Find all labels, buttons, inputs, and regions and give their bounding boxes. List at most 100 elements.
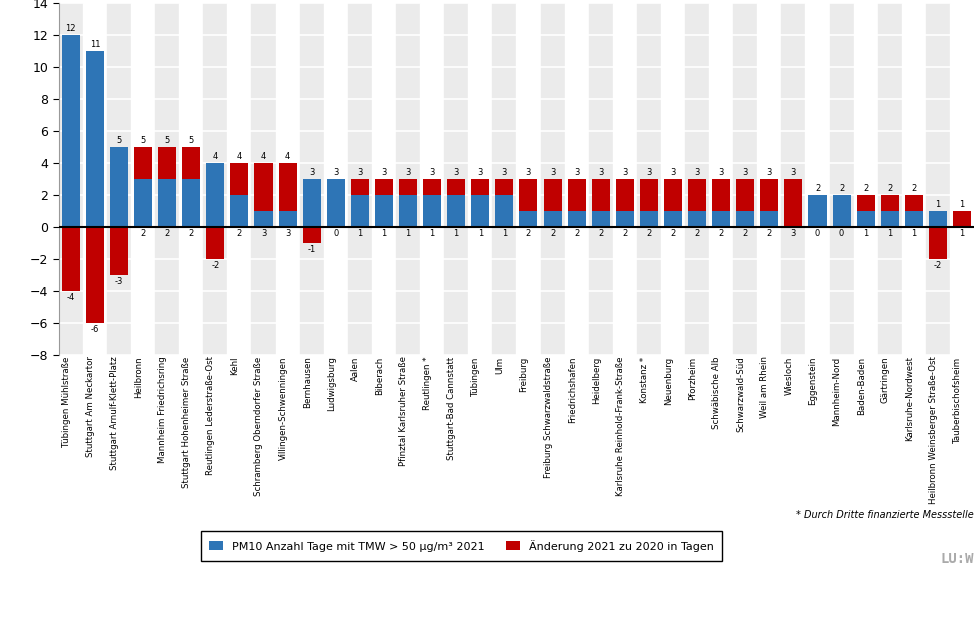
- Text: 3: 3: [766, 168, 772, 177]
- Bar: [182, 147, 200, 227]
- Text: -2: -2: [933, 261, 941, 270]
- Bar: [59, 3, 83, 355]
- Bar: [805, 3, 828, 355]
- Text: 12: 12: [66, 24, 76, 33]
- Text: 1: 1: [380, 229, 386, 238]
- Text: 3: 3: [550, 168, 555, 177]
- Bar: [952, 211, 970, 227]
- Bar: [519, 179, 537, 211]
- Bar: [420, 3, 444, 355]
- Text: 0: 0: [333, 229, 338, 238]
- Bar: [615, 179, 633, 227]
- Text: 3: 3: [309, 168, 314, 177]
- Bar: [134, 147, 152, 227]
- Bar: [688, 179, 705, 211]
- Bar: [86, 51, 104, 227]
- Text: 3: 3: [453, 168, 459, 177]
- Legend: PM10 Anzahl Tage mit TMW > 50 µg/m³ 2021, Änderung 2021 zu 2020 in Tagen: PM10 Anzahl Tage mit TMW > 50 µg/m³ 2021…: [200, 531, 722, 560]
- Bar: [588, 3, 612, 355]
- Text: 1: 1: [863, 229, 867, 238]
- Text: 1: 1: [911, 229, 915, 238]
- Bar: [564, 3, 588, 355]
- Bar: [62, 35, 80, 227]
- Text: -1: -1: [307, 245, 316, 254]
- Text: 3: 3: [260, 229, 266, 238]
- Text: 1: 1: [405, 229, 410, 238]
- Bar: [880, 195, 898, 227]
- Text: 3: 3: [645, 168, 651, 177]
- Text: 3: 3: [693, 168, 699, 177]
- Text: LU:W: LU:W: [940, 552, 973, 566]
- Text: -2: -2: [211, 261, 219, 270]
- Bar: [447, 179, 465, 195]
- Text: 2: 2: [766, 229, 772, 238]
- Bar: [783, 179, 802, 227]
- Bar: [470, 179, 489, 195]
- Bar: [470, 179, 489, 227]
- Text: 2: 2: [693, 229, 699, 238]
- Text: 2: 2: [237, 229, 242, 238]
- Bar: [110, 147, 128, 227]
- Text: 5: 5: [189, 136, 194, 145]
- Text: 2: 2: [742, 229, 747, 238]
- Text: 1: 1: [958, 200, 963, 209]
- Text: 3: 3: [790, 229, 795, 238]
- Bar: [299, 3, 324, 355]
- Bar: [928, 227, 946, 259]
- Bar: [495, 179, 512, 195]
- Bar: [856, 195, 874, 211]
- Text: 2: 2: [598, 229, 602, 238]
- Bar: [447, 179, 465, 227]
- Text: 3: 3: [718, 168, 723, 177]
- Text: 3: 3: [380, 168, 386, 177]
- Text: 3: 3: [742, 168, 747, 177]
- Text: 3: 3: [525, 168, 531, 177]
- Bar: [107, 3, 131, 355]
- Bar: [422, 179, 441, 227]
- Bar: [492, 3, 516, 355]
- Bar: [86, 227, 104, 323]
- Bar: [757, 3, 780, 355]
- Text: 2: 2: [525, 229, 530, 238]
- Bar: [399, 179, 417, 227]
- Bar: [254, 163, 272, 227]
- Bar: [880, 195, 898, 211]
- Bar: [302, 227, 321, 243]
- Bar: [182, 147, 200, 179]
- Bar: [324, 3, 347, 355]
- Bar: [688, 179, 705, 227]
- Bar: [519, 179, 537, 227]
- Text: 2: 2: [645, 229, 651, 238]
- Bar: [203, 3, 227, 355]
- Text: 3: 3: [333, 168, 338, 177]
- Text: 3: 3: [477, 168, 482, 177]
- Bar: [877, 3, 901, 355]
- Bar: [399, 179, 417, 195]
- Bar: [733, 3, 757, 355]
- Bar: [179, 3, 203, 355]
- Bar: [131, 3, 155, 355]
- Text: 2: 2: [140, 229, 146, 238]
- Bar: [375, 179, 392, 195]
- Bar: [660, 3, 685, 355]
- Bar: [110, 227, 128, 275]
- Bar: [808, 195, 825, 227]
- Text: 4: 4: [237, 152, 242, 161]
- Bar: [591, 179, 609, 211]
- Bar: [637, 3, 660, 355]
- Bar: [206, 163, 224, 227]
- Text: 2: 2: [622, 229, 627, 238]
- Text: 1: 1: [934, 200, 940, 209]
- Bar: [591, 179, 609, 227]
- Text: 1: 1: [429, 229, 434, 238]
- Bar: [327, 179, 344, 227]
- Text: 2: 2: [911, 184, 915, 193]
- Bar: [350, 179, 369, 227]
- Text: 2: 2: [886, 184, 892, 193]
- Text: 2: 2: [550, 229, 555, 238]
- Bar: [251, 3, 275, 355]
- Bar: [615, 179, 633, 211]
- Text: 2: 2: [814, 184, 820, 193]
- Text: 1: 1: [357, 229, 362, 238]
- Bar: [540, 3, 564, 355]
